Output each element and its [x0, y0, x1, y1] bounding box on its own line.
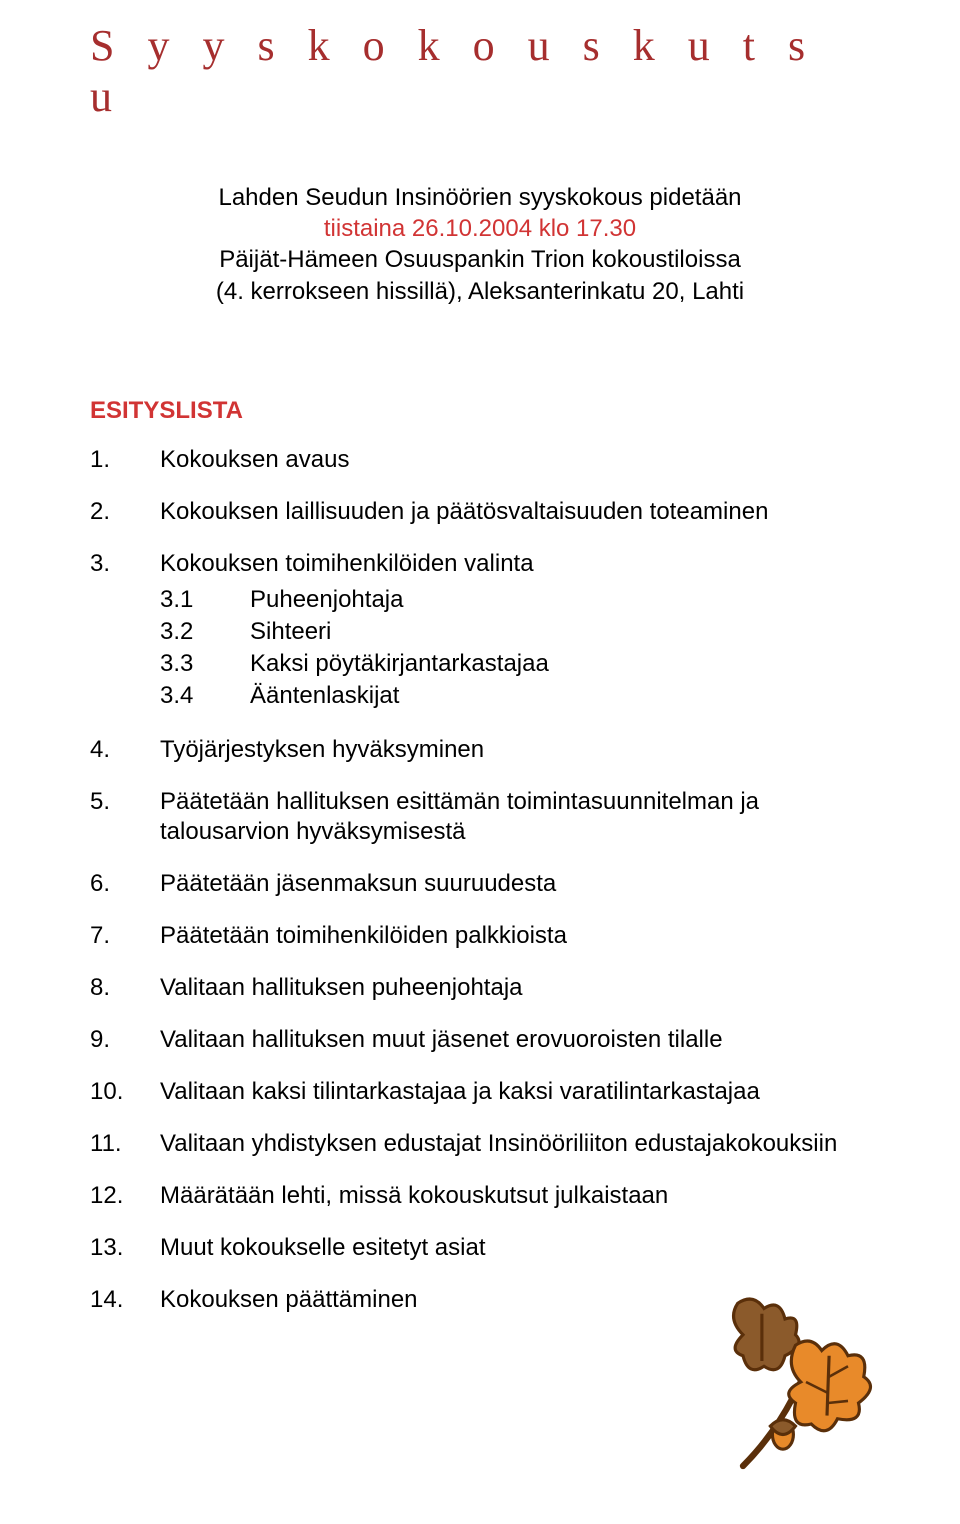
agenda-item-number: 12. [90, 1181, 160, 1211]
intro-line-3: Päijät-Hämeen Osuuspankin Trion kokousti… [90, 244, 870, 275]
agenda-item-label: Päätetään hallituksen esittämän toiminta… [160, 787, 870, 847]
agenda-item: 5.Päätetään hallituksen esittämän toimin… [90, 787, 870, 847]
agenda-item-number: 14. [90, 1285, 160, 1315]
agenda-subitem-text: Kaksi pöytäkirjantarkastajaa [250, 649, 549, 679]
agenda-item: 7.Päätetään toimihenkilöiden palkkioista [90, 921, 870, 951]
agenda-item: 12.Määrätään lehti, missä kokouskutsut j… [90, 1181, 870, 1211]
intro-line-4: (4. kerrokseen hissillä), Aleksanterinka… [90, 276, 870, 307]
agenda-item-number: 5. [90, 787, 160, 847]
agenda-item: 1.Kokouksen avaus [90, 445, 870, 475]
agenda-item: 2.Kokouksen laillisuuden ja päätösvaltai… [90, 497, 870, 527]
agenda-item-number: 2. [90, 497, 160, 527]
agenda-item-number: 4. [90, 735, 160, 765]
agenda-item-label: Kokouksen avaus [160, 445, 870, 475]
agenda-item-label: Määrätään lehti, missä kokouskutsut julk… [160, 1181, 870, 1211]
agenda-item-text: Työjärjestyksen hyväksyminen [160, 735, 870, 765]
agenda-item-label: Muut kokoukselle esitetyt asiat [160, 1233, 870, 1263]
agenda-item-number: 10. [90, 1077, 160, 1107]
agenda-item-number: 13. [90, 1233, 160, 1263]
oak-leaves-icon [680, 1277, 890, 1487]
agenda-item-text: Päätetään jäsenmaksun suuruudesta [160, 869, 870, 899]
agenda-subitem-number: 3.4 [160, 681, 250, 711]
agenda-item-number: 3. [90, 549, 160, 713]
agenda-item-label: Kokouksen toimihenkilöiden valinta [160, 549, 870, 579]
agenda-item-label: Valitaan hallituksen muut jäsenet erovuo… [160, 1025, 870, 1055]
agenda-subitem: 3.1Puheenjohtaja [160, 585, 870, 615]
agenda-item-number: 6. [90, 869, 160, 899]
agenda-item: 9.Valitaan hallituksen muut jäsenet erov… [90, 1025, 870, 1055]
agenda-subitem-number: 3.1 [160, 585, 250, 615]
agenda-item: 13.Muut kokoukselle esitetyt asiat [90, 1233, 870, 1263]
agenda-subitem-text: Sihteeri [250, 617, 331, 647]
agenda-item-label: Valitaan kaksi tilintarkastajaa ja kaksi… [160, 1077, 870, 1107]
agenda-item-text: Muut kokoukselle esitetyt asiat [160, 1233, 870, 1263]
agenda-subitem: 3.3Kaksi pöytäkirjantarkastajaa [160, 649, 870, 679]
agenda-subitem-number: 3.2 [160, 617, 250, 647]
agenda-subitem-text: Ääntenlaskijat [250, 681, 399, 711]
agenda-subitem-number: 3.3 [160, 649, 250, 679]
agenda-item-label: Valitaan yhdistyksen edustajat Insinööri… [160, 1129, 870, 1159]
agenda-item-text: Päätetään hallituksen esittämän toiminta… [160, 787, 870, 847]
agenda-item-text: Määrätään lehti, missä kokouskutsut julk… [160, 1181, 870, 1211]
page: S y y s k o k o u s k u t s u Lahden Seu… [0, 0, 960, 1377]
agenda-subitem-text: Puheenjohtaja [250, 585, 403, 615]
agenda-item: 3.Kokouksen toimihenkilöiden valinta 3.1P… [90, 549, 870, 713]
intro-line-1: Lahden Seudun Insinöörien syyskokous pid… [90, 182, 870, 213]
agenda-item-label: Päätetään jäsenmaksun suuruudesta [160, 869, 870, 899]
agenda-item-number: 11. [90, 1129, 160, 1159]
agenda-sublist: 3.1Puheenjohtaja3.2Sihteeri3.3Kaksi pöyt… [160, 585, 870, 711]
agenda-item-number: 7. [90, 921, 160, 951]
agenda-item: 8.Valitaan hallituksen puheenjohtaja [90, 973, 870, 1003]
agenda-subitem: 3.4Ääntenlaskijat [160, 681, 870, 711]
section-heading: ESITYSLISTA [90, 397, 870, 425]
agenda-list: 1.Kokouksen avaus2.Kokouksen laillisuude… [90, 445, 870, 1315]
agenda-item-label: Kokouksen laillisuuden ja päätösvaltaisu… [160, 497, 870, 527]
agenda-item-text: Kokouksen laillisuuden ja päätösvaltaisu… [160, 497, 870, 527]
agenda-item-number: 1. [90, 445, 160, 475]
agenda-item-text: Valitaan hallituksen muut jäsenet erovuo… [160, 1025, 870, 1055]
agenda-item-number: 9. [90, 1025, 160, 1055]
agenda-item-label: Päätetään toimihenkilöiden palkkioista [160, 921, 870, 951]
agenda-item: 11.Valitaan yhdistyksen edustajat Insinö… [90, 1129, 870, 1159]
agenda-item-label: Valitaan hallituksen puheenjohtaja [160, 973, 870, 1003]
agenda-item-label: Työjärjestyksen hyväksyminen [160, 735, 870, 765]
agenda-item-number: 8. [90, 973, 160, 1003]
agenda-item-text: Kokouksen toimihenkilöiden valinta 3.1Puh… [160, 549, 870, 713]
agenda-item: 10.Valitaan kaksi tilintarkastajaa ja ka… [90, 1077, 870, 1107]
agenda-item-text: Valitaan yhdistyksen edustajat Insinööri… [160, 1129, 870, 1159]
document-title: S y y s k o k o u s k u t s u [90, 20, 870, 122]
agenda-subitem: 3.2Sihteeri [160, 617, 870, 647]
agenda-item-text: Päätetään toimihenkilöiden palkkioista [160, 921, 870, 951]
agenda-item: 4.Työjärjestyksen hyväksyminen [90, 735, 870, 765]
agenda-item: 6.Päätetään jäsenmaksun suuruudesta [90, 869, 870, 899]
agenda-item-text: Kokouksen avaus [160, 445, 870, 475]
agenda-item-text: Valitaan hallituksen puheenjohtaja [160, 973, 870, 1003]
agenda-item-text: Valitaan kaksi tilintarkastajaa ja kaksi… [160, 1077, 870, 1107]
intro-block: Lahden Seudun Insinöörien syyskokous pid… [90, 182, 870, 307]
intro-line-2: tiistaina 26.10.2004 klo 17.30 [90, 213, 870, 244]
